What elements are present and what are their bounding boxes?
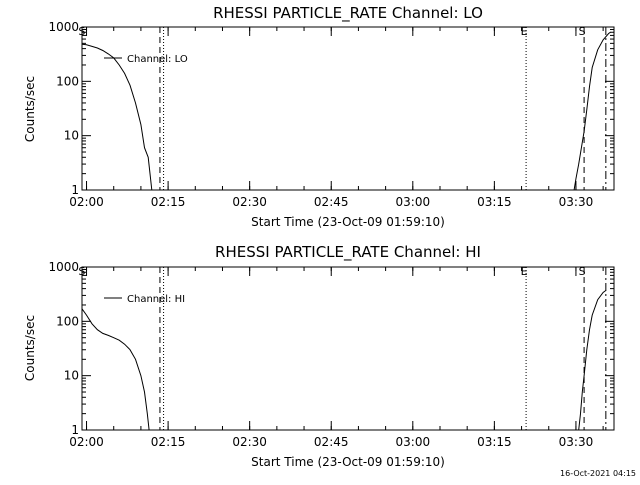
y-tick-label: 100 — [56, 74, 79, 88]
y-tick-label: 100 — [56, 314, 79, 328]
y-axis-label: Counts/sec — [23, 76, 37, 142]
y-axis-label: Counts/sec — [23, 315, 37, 381]
x-tick-label: 03:30 — [559, 195, 594, 209]
x-tick-label: 02:00 — [69, 195, 104, 209]
plot-frame — [81, 26, 615, 191]
chart-panel-hi: RHESSI PARTICLE_RATE Channel: HI Counts/… — [23, 243, 615, 469]
event-marker-label: S — [579, 265, 586, 278]
y-tick-label: 10 — [64, 369, 79, 383]
legend-label: Channel: HI — [127, 294, 185, 305]
x-tick-label: 02:30 — [232, 195, 267, 209]
x-tick-label: 03:00 — [396, 195, 431, 209]
x-tick-label: 03:15 — [477, 435, 512, 449]
legend-label: Channel: LO — [127, 54, 188, 65]
series-line — [81, 43, 153, 191]
y-tick-label: 1 — [71, 423, 79, 437]
x-tick-label: 02:30 — [232, 435, 267, 449]
y-tick-label: 1 — [71, 183, 79, 197]
plot-frame — [81, 266, 615, 431]
y-tick-label: 1000 — [48, 20, 79, 34]
event-marker-label: E — [521, 265, 528, 278]
chart-title: RHESSI PARTICLE_RATE Channel: LO — [213, 4, 483, 23]
y-tick-label: 10 — [64, 129, 79, 143]
event-marker-label: S — [78, 265, 85, 278]
x-tick-label: 02:15 — [151, 195, 186, 209]
x-tick-label: 02:00 — [69, 435, 104, 449]
series-line — [81, 308, 150, 431]
event-marker-label: S — [78, 25, 85, 38]
event-marker-label: E — [521, 25, 528, 38]
x-tick-label: 03:30 — [559, 435, 594, 449]
x-tick-label: 02:15 — [151, 435, 186, 449]
x-tick-label: 03:00 — [396, 435, 431, 449]
x-axis-label: Start Time (23-Oct-09 01:59:10) — [251, 455, 445, 469]
generation-timestamp: 16-Oct-2021 04:15 — [560, 469, 636, 478]
y-tick-label: 1000 — [48, 260, 79, 274]
chart-panel-lo: RHESSI PARTICLE_RATE Channel: LO Counts/… — [23, 4, 615, 229]
series-line — [573, 31, 611, 191]
x-axis-label: Start Time (23-Oct-09 01:59:10) — [251, 215, 445, 229]
x-tick-label: 02:45 — [314, 435, 349, 449]
x-tick-label: 02:45 — [314, 195, 349, 209]
event-marker-label: S — [579, 25, 586, 38]
x-tick-label: 03:15 — [477, 195, 512, 209]
chart-title: RHESSI PARTICLE_RATE Channel: HI — [215, 243, 481, 262]
series-line — [578, 290, 607, 431]
